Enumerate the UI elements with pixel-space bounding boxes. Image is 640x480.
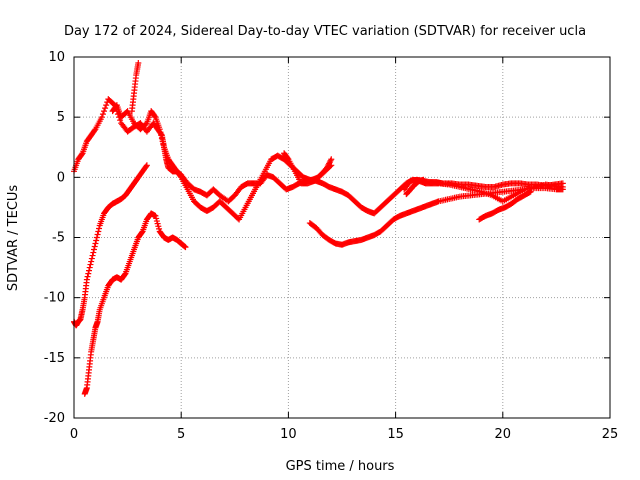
data-point — [328, 156, 335, 163]
data-point — [151, 113, 158, 120]
data-point — [102, 105, 109, 112]
data-points — [71, 60, 566, 397]
data-point — [159, 138, 166, 145]
data-point — [117, 117, 124, 124]
series-pass-2 — [109, 102, 566, 223]
y-tick-label: 0 — [57, 170, 65, 185]
data-point — [93, 237, 100, 244]
grid — [74, 57, 610, 418]
plot-border — [73, 56, 611, 419]
data-point — [152, 212, 159, 219]
data-point — [155, 223, 162, 230]
y-tick-label: 10 — [48, 50, 65, 65]
y-tick-label: 5 — [57, 110, 65, 125]
x-tick-label: 10 — [280, 427, 297, 442]
data-point — [135, 60, 142, 67]
data-point — [93, 234, 100, 241]
data-point — [85, 270, 92, 277]
data-point — [95, 228, 102, 235]
data-point — [78, 151, 85, 158]
x-tick-label: 15 — [387, 427, 404, 442]
data-point — [177, 173, 184, 180]
series-pass-9 — [128, 60, 142, 115]
series-pass-8 — [403, 176, 427, 198]
data-point — [91, 246, 98, 253]
ticks: 0 5 10 15 20 25 10 5 0 -5 -10 -15 -20 — [44, 50, 619, 442]
data-point — [138, 229, 145, 236]
data-point — [96, 225, 103, 232]
series-pass-4 — [81, 210, 189, 397]
data-point — [86, 267, 93, 274]
data-point — [86, 264, 93, 271]
x-tick-label: 25 — [602, 427, 619, 442]
data-point — [94, 231, 101, 238]
x-tick-label: 5 — [177, 427, 185, 442]
data-point — [91, 243, 98, 250]
series-pass-5 — [306, 185, 566, 248]
series-pass-3 — [71, 162, 150, 329]
data-point — [153, 218, 160, 225]
y-tick-label: -20 — [44, 411, 65, 426]
data-point — [143, 162, 150, 169]
data-point — [88, 255, 95, 262]
data-point — [91, 127, 98, 134]
data-point — [89, 252, 96, 259]
data-point — [158, 132, 165, 139]
data-point — [98, 114, 105, 121]
data-point — [156, 225, 163, 232]
data-point — [84, 273, 91, 280]
x-tick-label: 20 — [495, 427, 512, 442]
data-point — [526, 189, 533, 196]
data-point — [101, 108, 108, 115]
data-point — [158, 135, 165, 142]
data-point — [103, 102, 110, 109]
y-tick-label: -10 — [44, 291, 65, 306]
data-point — [157, 129, 164, 136]
data-point — [182, 244, 189, 251]
data-point — [284, 155, 291, 162]
x-tick-label: 0 — [70, 427, 78, 442]
data-point — [121, 271, 128, 278]
y-axis-label: SDTVAR / TECUs — [6, 185, 21, 292]
data-point — [143, 163, 150, 170]
data-point — [160, 141, 167, 148]
data-point — [142, 121, 149, 128]
series-pass-7 — [476, 188, 534, 223]
series-pass-1 — [71, 96, 335, 205]
chart-title: Day 172 of 2024, Sidereal Day-to-day VTE… — [64, 24, 586, 39]
y-tick-label: -5 — [52, 231, 65, 246]
data-point — [156, 126, 163, 133]
data-point — [92, 240, 99, 247]
data-point — [83, 276, 90, 283]
data-point — [420, 176, 427, 183]
data-point — [153, 215, 160, 222]
data-point — [87, 261, 94, 268]
data-point — [90, 249, 97, 256]
x-axis-label: GPS time / hours — [286, 459, 395, 474]
data-point — [154, 220, 161, 227]
y-tick-label: -15 — [44, 351, 65, 366]
data-point — [99, 111, 106, 118]
data-point — [559, 186, 566, 193]
data-point — [181, 243, 188, 250]
data-point — [527, 188, 534, 195]
data-point — [88, 258, 95, 265]
series-pass-10 — [281, 150, 335, 187]
data-point — [559, 180, 566, 187]
